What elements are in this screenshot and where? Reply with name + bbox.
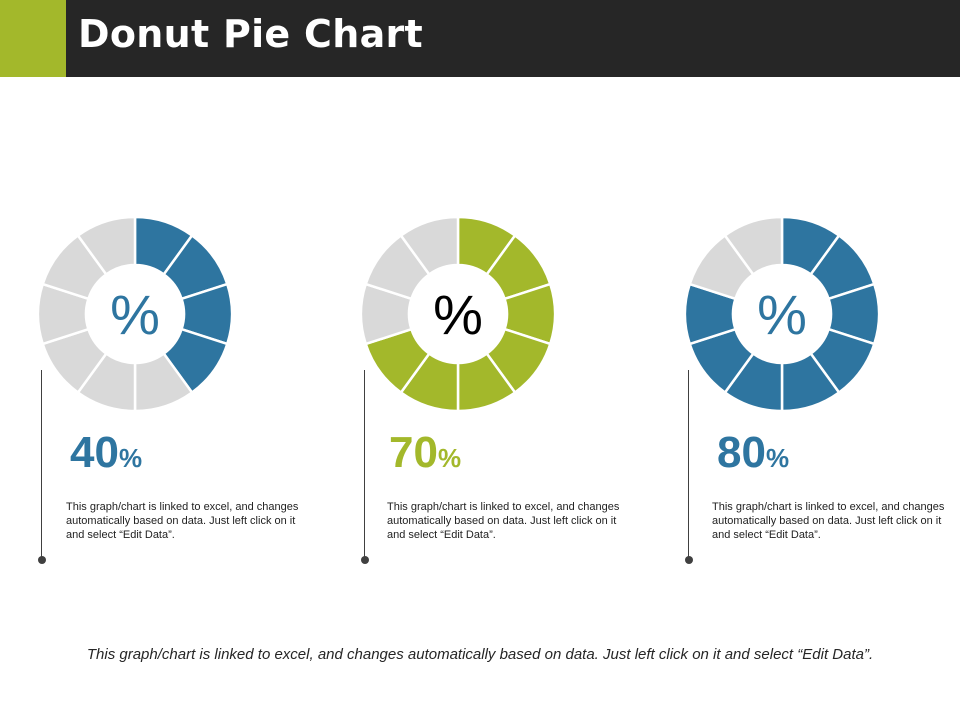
percent-value-1: 40% [70, 428, 142, 478]
connector-line [364, 370, 365, 560]
donut-segment-empty [76, 215, 137, 277]
percent-symbol: % [118, 443, 143, 473]
donut-center-label: % [433, 283, 483, 346]
donut-panel-3: % 80% This graph/chart is linked to exce… [682, 200, 960, 580]
title-accent-block [0, 0, 66, 77]
donut-chart-1: % [36, 215, 234, 413]
percent-symbol: % [765, 443, 790, 473]
donut-segment-empty [399, 215, 460, 277]
donut-panel-1: % 40% This graph/chart is linked to exce… [35, 200, 335, 580]
footer-note: This graph/chart is linked to excel, and… [86, 646, 874, 663]
donut-center-label: % [110, 283, 160, 346]
connector-dot [685, 556, 693, 564]
percent-value-2: 70% [389, 428, 461, 478]
percent-number: 80 [717, 428, 766, 477]
donut-chart-2: % [359, 215, 557, 413]
connector-line [41, 370, 42, 560]
connector-dot [38, 556, 46, 564]
title-bar: Donut Pie Chart [0, 0, 960, 77]
connector-line [688, 370, 689, 560]
connector-dot [361, 556, 369, 564]
donut-chart-3: % [683, 215, 881, 413]
description-1: This graph/chart is linked to excel, and… [66, 501, 299, 541]
page-title: Donut Pie Chart [78, 12, 424, 56]
donut-center-label: % [757, 283, 807, 346]
percent-number: 70 [389, 428, 438, 477]
donut-panel-2: % 70% This graph/chart is linked to exce… [358, 200, 658, 580]
donut-segment-empty [723, 215, 784, 277]
percent-number: 40 [70, 428, 119, 477]
percent-symbol: % [437, 443, 462, 473]
percent-value-3: 80% [717, 428, 789, 478]
description-2: This graph/chart is linked to excel, and… [387, 501, 620, 541]
description-3: This graph/chart is linked to excel, and… [712, 501, 945, 541]
